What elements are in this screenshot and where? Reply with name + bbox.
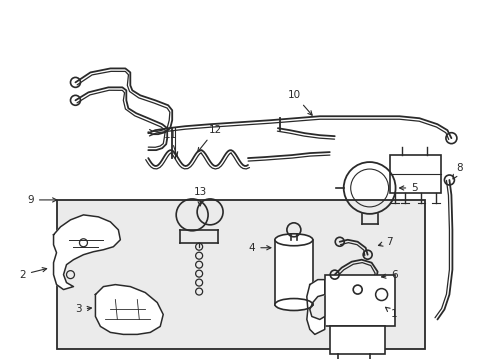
Ellipse shape (274, 298, 312, 310)
Text: 8: 8 (452, 163, 462, 179)
Ellipse shape (274, 234, 312, 246)
Text: 11: 11 (163, 130, 177, 156)
Text: 7: 7 (378, 237, 392, 247)
Text: 1: 1 (385, 307, 397, 319)
Polygon shape (53, 215, 120, 289)
Text: 5: 5 (399, 183, 417, 193)
Bar (324, 275, 394, 327)
Text: 2: 2 (20, 267, 46, 280)
Text: 9: 9 (27, 195, 57, 205)
Text: 4: 4 (248, 243, 270, 253)
Text: 12: 12 (197, 125, 221, 152)
Polygon shape (95, 285, 163, 334)
Text: 3: 3 (75, 305, 91, 315)
Text: 13: 13 (193, 187, 206, 206)
Polygon shape (306, 280, 324, 334)
Text: 10: 10 (288, 90, 311, 115)
Bar (57, 200, 424, 348)
Bar (389, 155, 441, 193)
Text: 6: 6 (381, 270, 397, 280)
Bar (329, 327, 384, 354)
Bar (274, 240, 312, 305)
